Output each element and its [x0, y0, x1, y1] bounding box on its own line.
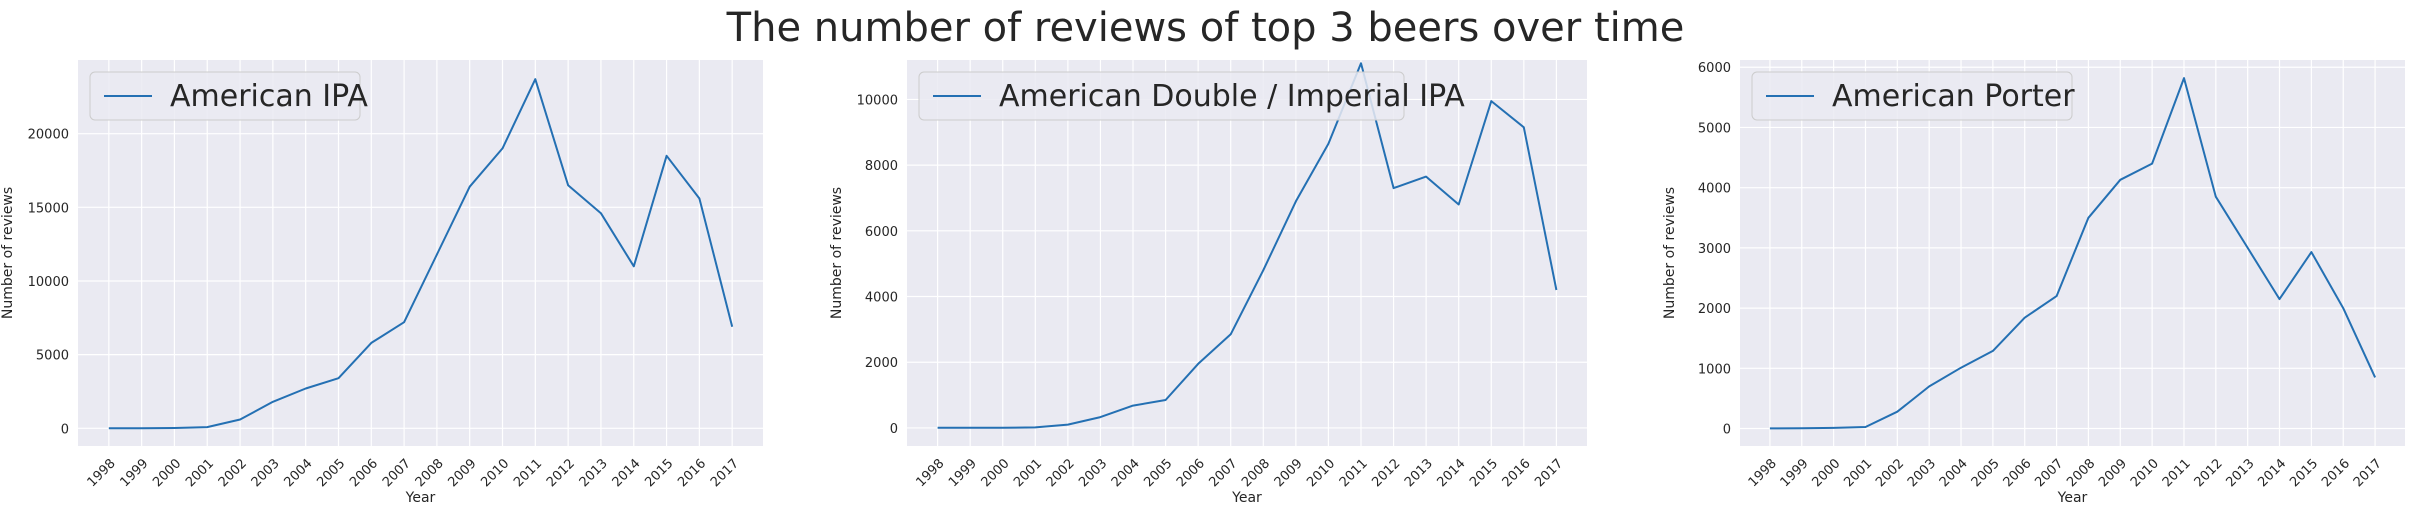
- series-line: [937, 62, 1558, 429]
- y-tick-label: 2000: [1698, 302, 1731, 317]
- y-tick-label: 4000: [865, 291, 898, 306]
- x-tick-label: 2015: [2287, 456, 2321, 490]
- y-tick-label: 10000: [857, 93, 898, 108]
- y-axis-label: Number of reviews: [1662, 187, 1678, 319]
- legend-label: American IPA: [170, 79, 368, 114]
- y-tick-label: 5000: [36, 349, 69, 364]
- x-tick-label: 2012: [2192, 456, 2226, 490]
- y-tick-label: 1000: [1698, 362, 1731, 377]
- y-tick-label: 20000: [28, 128, 69, 143]
- y-tick-label: 8000: [865, 159, 898, 174]
- x-tick-label: 2001: [1841, 456, 1875, 490]
- x-tick-label: 2002: [1873, 456, 1907, 490]
- y-tick-label: 10000: [28, 275, 69, 290]
- plot-area: [1740, 60, 2405, 446]
- x-tick-label: 2013: [2223, 456, 2257, 490]
- x-tick-label: 2007: [2032, 456, 2066, 490]
- y-tick-label: 4000: [1698, 182, 1731, 197]
- x-tick-label: 1998: [1746, 456, 1780, 490]
- x-axis-label: Year: [2057, 490, 2088, 506]
- legend-box: [89, 71, 361, 121]
- figure-title: The number of reviews of top 3 beers ove…: [726, 5, 1685, 51]
- x-tick-label: 2004: [1937, 456, 1971, 490]
- x-tick-label: 2017: [2351, 456, 2385, 490]
- x-tick-label: 2008: [2064, 456, 2098, 490]
- y-tick-label: 6000: [1698, 61, 1731, 76]
- x-tick-label: 2003: [1905, 456, 1939, 490]
- y-tick-label: 5000: [1698, 121, 1731, 136]
- x-axis-label: Year: [405, 490, 436, 506]
- x-tick-label: 2014: [2255, 456, 2289, 490]
- y-tick-label: 0: [890, 422, 898, 437]
- y-tick-label: 0: [1723, 423, 1731, 438]
- legend-label: American Porter: [1832, 79, 2075, 114]
- plot-area: [78, 60, 763, 446]
- x-tick-label: 2005: [1969, 456, 2003, 490]
- x-tick-label: 2011: [2160, 456, 2194, 490]
- y-axis-label: Number of reviews: [0, 187, 16, 319]
- x-tick-label: 2009: [2096, 456, 2130, 490]
- x-tick-label: 2000: [1809, 456, 1843, 490]
- y-tick-label: 6000: [865, 225, 898, 240]
- y-tick-label: 15000: [28, 201, 69, 216]
- plot-area: [907, 60, 1587, 446]
- x-tick-label: 2006: [2001, 456, 2035, 490]
- x-tick-label: 2010: [2128, 456, 2162, 490]
- x-axis-label: Year: [1231, 490, 1262, 506]
- y-axis-label: Number of reviews: [829, 187, 845, 319]
- y-tick-label: 2000: [865, 356, 898, 371]
- legend-box: [918, 71, 1405, 121]
- y-tick-label: 0: [61, 422, 69, 437]
- x-tick-label: 2016: [2319, 456, 2353, 490]
- x-tick-label: 1999: [1778, 456, 1812, 490]
- series-line: [1769, 77, 2377, 430]
- series-line: [108, 78, 734, 430]
- legend-box: [1751, 71, 2073, 121]
- y-tick-label: 3000: [1698, 242, 1731, 257]
- legend-label: American Double / Imperial IPA: [999, 79, 1465, 114]
